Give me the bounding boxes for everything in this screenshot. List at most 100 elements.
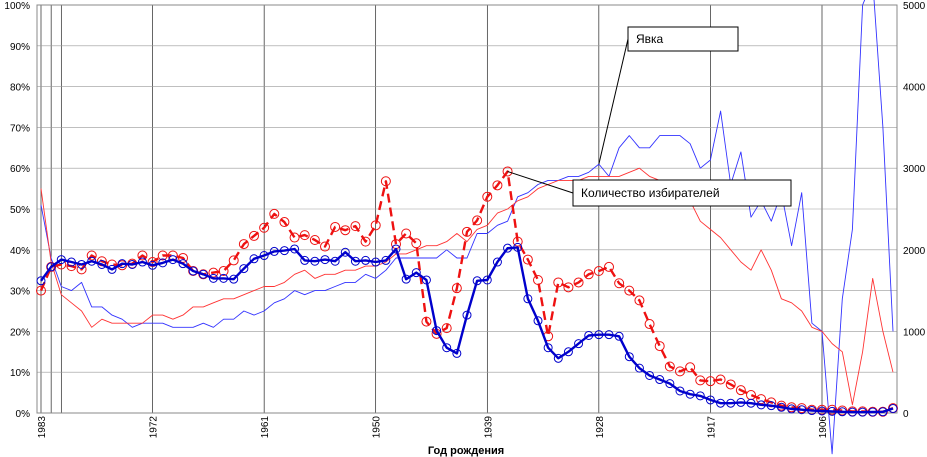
left-tick-label: 70% — [10, 123, 30, 134]
point-count_blue — [107, 264, 117, 274]
point-count_blue — [87, 256, 97, 266]
point-count_red — [533, 274, 543, 285]
point-count_blue — [97, 259, 107, 269]
callout-label: Явка — [636, 32, 664, 46]
point-count_blue — [361, 255, 371, 265]
point-count_red — [421, 316, 432, 327]
point-count_blue — [452, 348, 462, 358]
x-axis-title: Год рождения — [428, 445, 504, 457]
point-count_blue — [462, 310, 472, 320]
right-tick-label: 0 — [903, 409, 909, 420]
point-count_blue — [645, 370, 655, 380]
x-tick-label: 1906 — [818, 416, 829, 439]
point-count_blue — [807, 406, 817, 416]
point-count_blue — [492, 257, 502, 267]
left-tick-label: 80% — [10, 83, 30, 94]
point-count_blue — [685, 389, 695, 399]
point-count_blue — [756, 400, 766, 410]
point-count_red — [573, 277, 584, 288]
point-count_blue — [594, 330, 604, 340]
point-count_red — [522, 254, 533, 265]
point-count_blue — [472, 276, 482, 286]
point-count_blue — [391, 244, 401, 254]
point-count_blue — [198, 269, 208, 279]
point-count_red — [309, 235, 320, 246]
point-count_blue — [797, 405, 807, 415]
left-tick-label: 100% — [4, 1, 30, 12]
point-count_red — [492, 180, 503, 191]
point-count_blue — [148, 260, 158, 270]
point-count_red — [249, 230, 259, 241]
point-count_blue — [168, 255, 178, 265]
point-count_blue — [127, 259, 137, 269]
point-count_red — [462, 226, 472, 237]
point-count_blue — [350, 256, 360, 266]
right-tick-label: 4000 — [903, 83, 926, 94]
callout-label: Количество избирателей — [581, 186, 720, 200]
point-count_red — [299, 230, 310, 241]
point-count_blue — [482, 275, 492, 285]
point-count_blue — [290, 244, 300, 254]
point-count_blue — [584, 330, 594, 340]
point-count_red — [563, 282, 574, 293]
point-count_blue — [665, 379, 675, 389]
series-layer — [36, 0, 898, 455]
point-count_red — [380, 176, 391, 187]
callout-box — [572, 179, 792, 207]
x-tick-label: 1950 — [372, 416, 383, 439]
point-count_red — [624, 285, 635, 296]
point-count_red — [157, 250, 168, 261]
point-count_red — [147, 257, 158, 268]
point-count_blue — [310, 256, 320, 266]
point-count_red — [360, 236, 371, 247]
point-count_red — [370, 220, 381, 231]
point-count_blue — [66, 257, 76, 267]
x-axis: 1983 1972 1961 1950 1939 1928 1917 1906 — [37, 416, 829, 439]
point-count_red — [644, 319, 655, 330]
point-count_blue — [36, 276, 46, 286]
point-count_blue — [330, 256, 340, 266]
point-count_blue — [381, 255, 391, 265]
right-tick-label: 1000 — [903, 327, 926, 338]
point-count_blue — [858, 407, 868, 417]
point-count_blue — [868, 407, 878, 417]
right-tick-label: 3000 — [903, 164, 926, 175]
point-count_blue — [239, 264, 249, 274]
point-count_red — [796, 403, 807, 414]
left-tick-label: 20% — [10, 327, 30, 338]
point-count_blue — [401, 274, 411, 284]
point-count_blue — [259, 251, 269, 261]
point-count_red — [593, 266, 604, 277]
point-count_blue — [503, 243, 513, 253]
point-count_blue — [178, 259, 188, 269]
point-count_red — [259, 222, 270, 233]
point-count_blue — [614, 331, 624, 341]
point-count_blue — [553, 353, 563, 363]
callout-leader — [507, 170, 574, 194]
point-count_blue — [543, 343, 553, 353]
point-count_blue — [158, 258, 168, 268]
point-count_red — [441, 323, 452, 334]
point-count_red — [614, 278, 625, 289]
point-count_blue — [847, 407, 857, 417]
callout-leader — [598, 38, 629, 165]
right-tick-label: 2000 — [903, 246, 926, 257]
point-count_blue — [574, 339, 584, 349]
point-count_red — [553, 277, 564, 288]
point-count_blue — [249, 254, 259, 264]
point-count_blue — [56, 255, 66, 265]
point-count_blue — [716, 398, 726, 408]
right-tick-label: 5000 — [903, 1, 926, 12]
series-line-turnout_blue — [40, 0, 894, 455]
x-tick-label: 1972 — [149, 416, 160, 439]
series-line-count_blue — [40, 246, 894, 414]
plot-area-frame — [36, 4, 898, 414]
point-count_red — [269, 208, 280, 219]
point-count_blue — [77, 259, 87, 269]
point-count_blue — [371, 257, 381, 267]
point-count_blue — [695, 391, 705, 401]
chart-grid — [37, 4, 897, 414]
point-count_red — [705, 376, 716, 387]
point-count_blue — [655, 375, 665, 385]
point-count_blue — [269, 246, 279, 256]
